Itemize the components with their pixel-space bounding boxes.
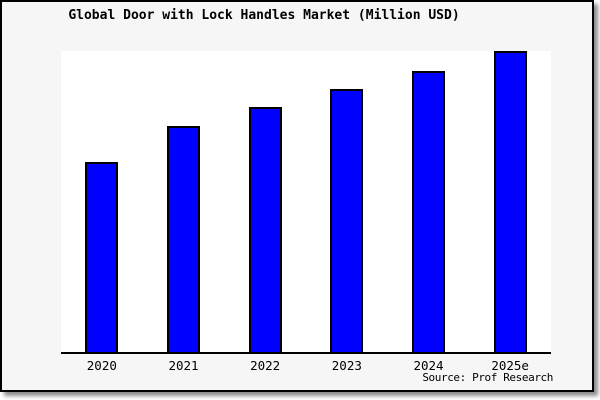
source-attribution: Source: Prof Research	[422, 371, 553, 384]
bar-2021	[167, 126, 200, 352]
bar-2025e	[493, 51, 527, 352]
x-tick-label-2023: 2023	[331, 358, 362, 373]
bar-2020	[85, 162, 119, 352]
x-tick-label-2020: 2020	[86, 358, 117, 373]
chart-card: Global Door with Lock Handles Market (Mi…	[0, 0, 594, 392]
plot-area	[61, 51, 551, 354]
x-tick-label-2024: 2024	[413, 358, 444, 373]
bar-2024	[412, 71, 445, 352]
x-tick-label-2025e: 2025e	[491, 358, 529, 373]
bar-2023	[330, 89, 364, 352]
bar-2022	[248, 107, 282, 352]
chart-title: Global Door with Lock Handles Market (Mi…	[68, 8, 460, 23]
x-tick-label-2022: 2022	[250, 358, 281, 373]
x-tick-label-2021: 2021	[168, 358, 199, 373]
